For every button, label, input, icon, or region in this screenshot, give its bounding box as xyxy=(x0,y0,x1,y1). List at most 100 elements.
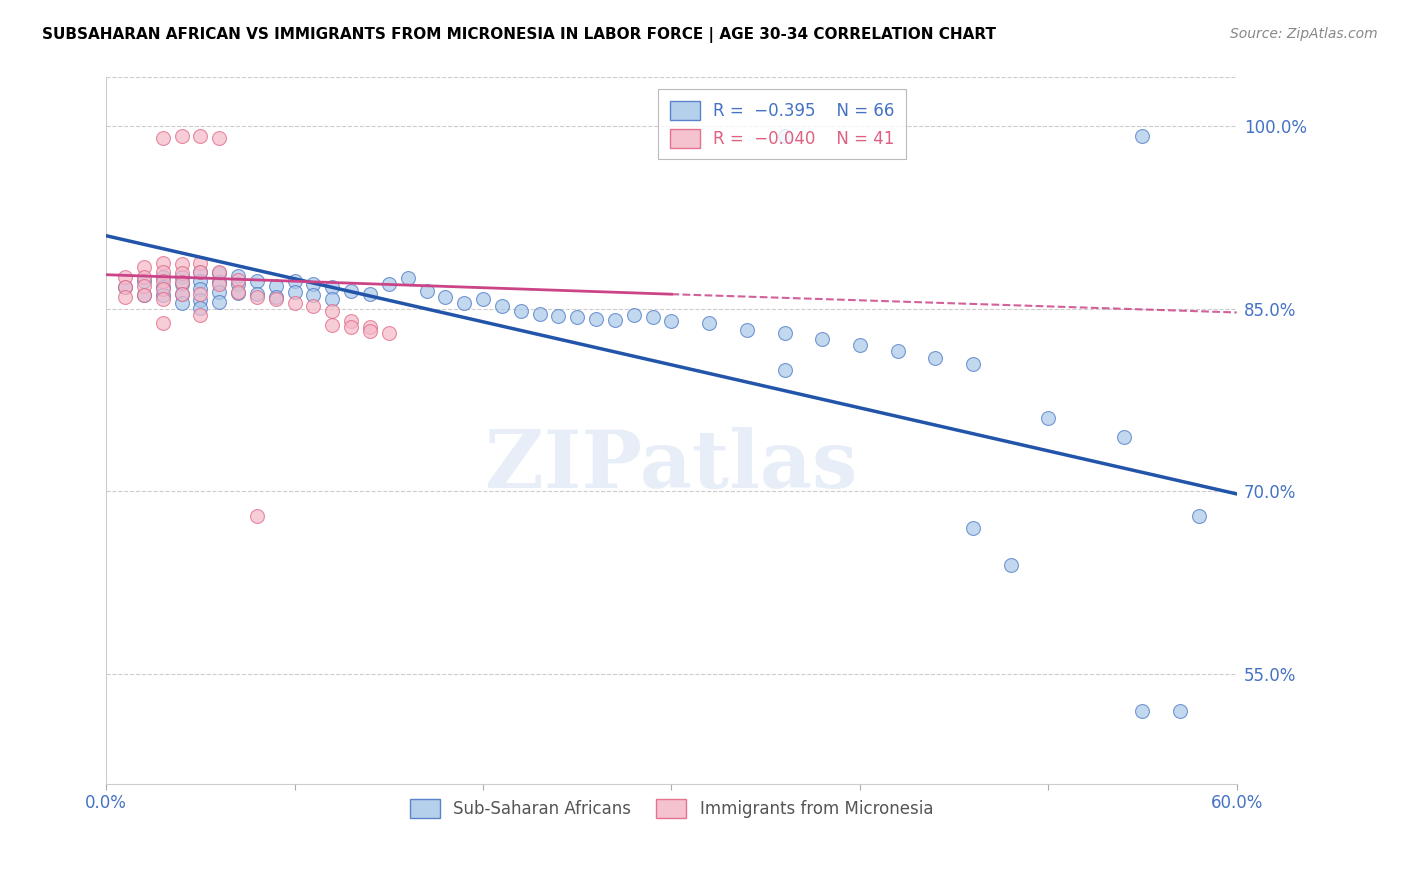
Point xyxy=(623,308,645,322)
Point xyxy=(359,324,381,338)
Point xyxy=(114,280,136,294)
Point xyxy=(132,260,155,275)
Point xyxy=(170,128,193,143)
Text: ZIPatlas: ZIPatlas xyxy=(485,427,858,505)
Point xyxy=(208,267,231,281)
Point xyxy=(246,508,269,523)
Point xyxy=(529,307,551,321)
Point xyxy=(773,128,796,143)
Point xyxy=(321,318,343,332)
Point xyxy=(811,332,834,346)
Point xyxy=(114,280,136,294)
Point xyxy=(190,301,212,315)
Point xyxy=(190,255,212,269)
Point xyxy=(152,255,174,269)
Point xyxy=(962,521,984,535)
Point xyxy=(1112,430,1135,444)
Point xyxy=(735,322,758,336)
Point xyxy=(152,292,174,306)
Point xyxy=(415,284,437,298)
Point xyxy=(1038,411,1060,425)
Point xyxy=(359,287,381,301)
Point xyxy=(321,292,343,306)
Point xyxy=(321,304,343,318)
Point xyxy=(773,362,796,376)
Point xyxy=(170,295,193,310)
Point xyxy=(132,288,155,302)
Point xyxy=(208,277,231,292)
Point xyxy=(321,280,343,294)
Point xyxy=(132,288,155,302)
Point xyxy=(132,270,155,285)
Point xyxy=(208,285,231,299)
Point xyxy=(226,285,249,299)
Point xyxy=(246,290,269,304)
Point xyxy=(190,308,212,322)
Point xyxy=(396,271,419,285)
Point xyxy=(114,290,136,304)
Point xyxy=(1000,558,1022,572)
Point xyxy=(208,131,231,145)
Point xyxy=(603,312,626,326)
Point xyxy=(284,295,307,310)
Point xyxy=(1132,704,1154,718)
Point xyxy=(264,290,287,304)
Point xyxy=(190,274,212,288)
Point xyxy=(190,265,212,279)
Point xyxy=(246,287,269,301)
Point xyxy=(226,285,249,300)
Point xyxy=(226,272,249,286)
Point xyxy=(641,310,664,325)
Point xyxy=(378,277,401,292)
Point xyxy=(152,270,174,285)
Point xyxy=(132,274,155,288)
Point xyxy=(773,326,796,341)
Point xyxy=(170,270,193,285)
Point xyxy=(170,287,193,301)
Point xyxy=(152,274,174,288)
Point xyxy=(152,317,174,331)
Point xyxy=(208,265,231,279)
Point xyxy=(472,292,495,306)
Point xyxy=(226,277,249,292)
Point xyxy=(190,128,212,143)
Point xyxy=(152,131,174,145)
Text: Source: ZipAtlas.com: Source: ZipAtlas.com xyxy=(1230,27,1378,41)
Point xyxy=(132,278,155,293)
Point xyxy=(246,274,269,288)
Point xyxy=(264,278,287,293)
Point xyxy=(208,294,231,309)
Point xyxy=(491,299,513,313)
Point xyxy=(170,275,193,289)
Point xyxy=(434,290,457,304)
Point xyxy=(226,268,249,283)
Point xyxy=(284,274,307,288)
Point xyxy=(585,311,607,326)
Point xyxy=(302,288,325,302)
Point xyxy=(453,295,475,310)
Point xyxy=(114,270,136,285)
Point xyxy=(567,310,589,325)
Point xyxy=(190,282,212,296)
Point xyxy=(1188,508,1211,523)
Point xyxy=(509,304,531,318)
Legend: Sub-Saharan Africans, Immigrants from Micronesia: Sub-Saharan Africans, Immigrants from Mi… xyxy=(404,792,939,825)
Point xyxy=(208,275,231,289)
Point xyxy=(359,320,381,334)
Point xyxy=(1132,128,1154,143)
Point xyxy=(1168,704,1191,718)
Point xyxy=(264,292,287,306)
Point xyxy=(152,282,174,296)
Point xyxy=(170,267,193,281)
Point xyxy=(302,299,325,313)
Point xyxy=(340,314,363,328)
Point xyxy=(340,320,363,334)
Point xyxy=(284,285,307,299)
Point xyxy=(886,344,908,359)
Point xyxy=(152,280,174,294)
Point xyxy=(190,265,212,279)
Point xyxy=(924,351,946,365)
Point xyxy=(190,287,212,301)
Point xyxy=(170,257,193,271)
Point xyxy=(170,277,193,292)
